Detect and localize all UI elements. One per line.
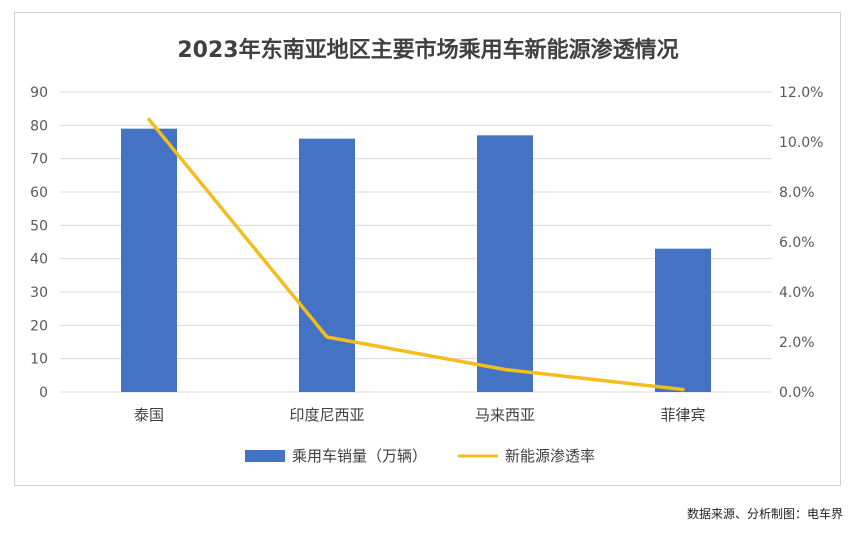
legend-line-label: 新能源渗透率 [505,447,595,465]
legend-bar-label: 乘用车销量（万辆） [292,447,427,465]
line-point [147,118,151,121]
right-tick-label: 4.0% [779,285,815,301]
legend: 乘用车销量（万辆） 新能源渗透率 [245,447,595,465]
source-note: 数据来源、分析制图：电车界 [686,507,843,521]
right-tick-label: 10.0% [779,135,823,151]
left-tick-label: 60 [30,185,48,201]
line-point [325,335,329,339]
bar [121,128,177,392]
left-tick-label: 90 [30,85,48,101]
left-axis: 0 10 20 30 40 50 60 70 80 90 [30,85,48,401]
line-point [503,368,507,371]
left-tick-label: 10 [30,352,48,368]
left-tick-label: 0 [39,385,48,401]
legend-bar-swatch [245,450,285,462]
combo-chart: 2023年东南亚地区主要市场乘用车新能源渗透情况 0 10 20 30 40 50 60 70… [30,37,823,465]
bar [299,138,355,392]
left-tick-label: 30 [30,285,48,301]
chart-frame: 2023年东南亚地区主要市场乘用车新能源渗透情况 0 10 20 30 40 50 60 70… [14,12,841,486]
penetration-line [147,117,685,392]
left-tick-label: 80 [30,118,48,134]
right-tick-label: 6.0% [779,235,815,251]
x-axis: 泰国 印度尼西亚 马来西亚 菲律宾 [134,406,706,424]
chart-title: 2023年东南亚地区主要市场乘用车新能源渗透情况 [177,37,678,63]
right-tick-label: 0.0% [779,385,815,401]
line-series [147,117,685,392]
right-tick-label: 8.0% [779,185,815,201]
right-tick-label: 2.0% [779,335,815,351]
left-tick-label: 20 [30,318,48,334]
left-tick-label: 40 [30,252,48,268]
bar-series [121,128,711,392]
line-point [681,388,685,391]
right-tick-label: 12.0% [779,85,823,101]
gridlines [60,91,772,393]
bar [477,135,533,392]
right-axis: 0.0% 2.0% 4.0% 6.0% 8.0% 10.0% 12.0% [779,85,823,401]
left-tick-label: 70 [30,152,48,168]
category-label: 菲律宾 [660,406,705,424]
category-label: 泰国 [134,406,164,424]
bar [655,248,711,392]
left-tick-label: 50 [30,218,48,234]
category-label: 印度尼西亚 [289,406,364,424]
category-label: 马来西亚 [475,406,535,424]
